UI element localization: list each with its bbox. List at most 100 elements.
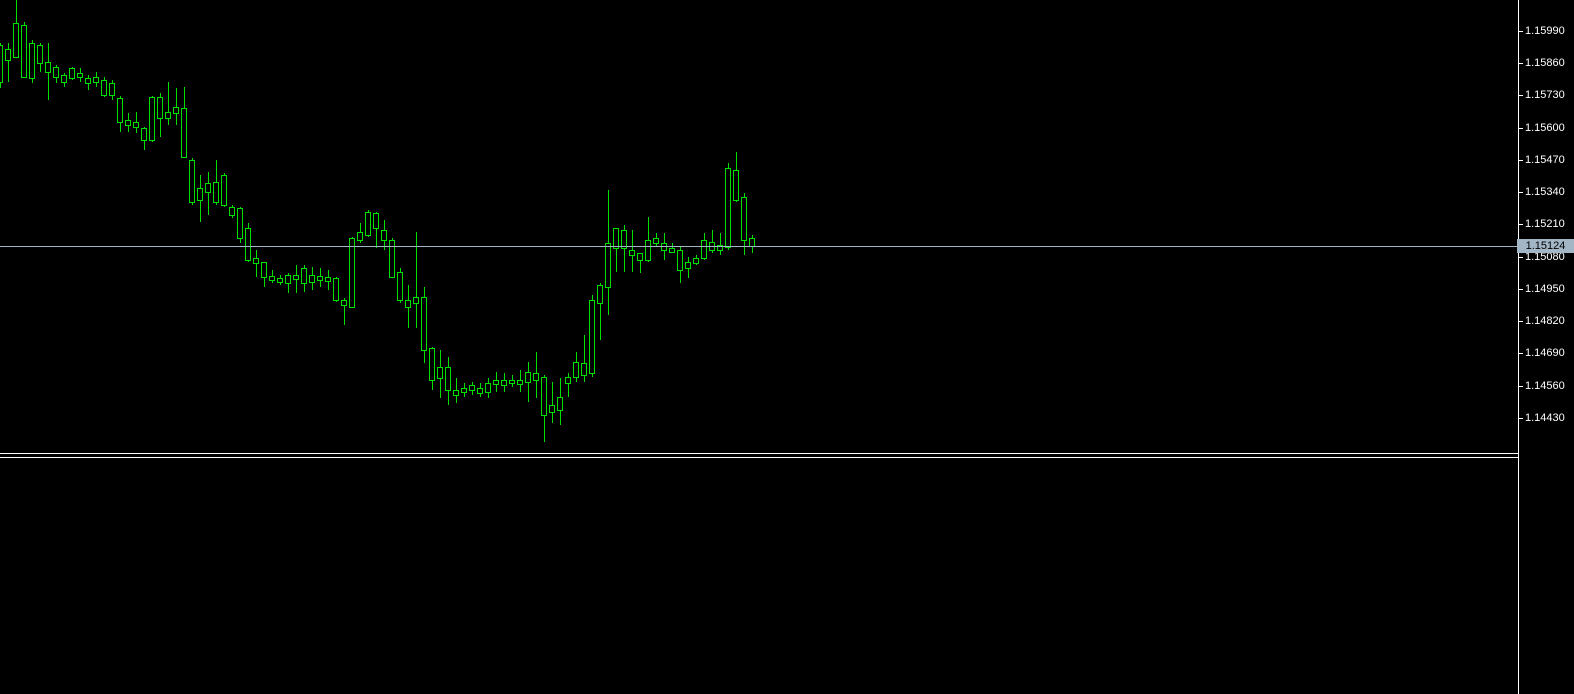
- price-axis-tick: [1518, 63, 1523, 64]
- subwindow-top-border: [0, 457, 1519, 458]
- candle: [749, 235, 755, 253]
- candle: [141, 127, 147, 150]
- candle: [637, 253, 643, 273]
- candle: [597, 283, 603, 340]
- candle: [237, 207, 243, 243]
- candle: [277, 275, 283, 285]
- candle: [149, 96, 155, 142]
- candle: [325, 270, 331, 290]
- candle: [341, 298, 347, 325]
- candle: [565, 373, 571, 397]
- price-axis-tick: [1518, 192, 1523, 193]
- price-scale-axis[interactable]: 1.15990 1.15860 1.15730 1.15600 1.15470 1.153…: [1517, 0, 1574, 694]
- candle: [165, 82, 171, 125]
- price-axis-tick: [1518, 289, 1523, 290]
- price-axis-tick: [1518, 128, 1523, 129]
- candle: [485, 378, 491, 398]
- candle: [365, 210, 371, 237]
- candle: [101, 77, 107, 97]
- price-axis-tick: [1518, 31, 1523, 32]
- candle: [333, 277, 339, 302]
- candle: [125, 113, 131, 132]
- candle: [21, 22, 27, 78]
- candle: [453, 378, 459, 403]
- candle: [69, 67, 75, 80]
- candle: [0, 43, 3, 88]
- candle: [421, 287, 427, 363]
- candle: [37, 43, 43, 72]
- candle: [437, 350, 443, 398]
- candle: [581, 335, 587, 382]
- candle: [133, 112, 139, 133]
- candle: [557, 378, 563, 425]
- candle: [301, 265, 307, 292]
- price-axis-tick: [1518, 224, 1523, 225]
- candle: [445, 357, 451, 405]
- candle: [725, 163, 731, 250]
- candle: [93, 72, 99, 87]
- candle: [741, 193, 747, 255]
- candle: [77, 68, 83, 82]
- candle: [613, 228, 619, 272]
- price-axis-label: 1.15860: [1525, 57, 1565, 69]
- candle: [357, 223, 363, 243]
- candle: [381, 220, 387, 250]
- candle: [405, 285, 411, 328]
- price-axis-tick: [1518, 160, 1523, 161]
- candle: [45, 43, 51, 100]
- candle: [157, 93, 163, 137]
- price-axis-label: 1.15730: [1525, 89, 1565, 101]
- candle: [709, 230, 715, 253]
- indicator-subwindow[interactable]: [0, 458, 1518, 694]
- candle: [109, 80, 115, 100]
- candle: [181, 87, 187, 158]
- candlestick-chart: [0, 0, 755, 442]
- candle: [589, 295, 595, 377]
- candle: [229, 205, 235, 218]
- price-axis-label: 1.15340: [1525, 186, 1565, 198]
- price-axis-tick: [1518, 418, 1523, 419]
- candle: [309, 267, 315, 290]
- price-axis-label: 1.14560: [1525, 380, 1565, 392]
- candle: [269, 270, 275, 283]
- candle: [245, 223, 251, 262]
- candle: [85, 75, 91, 90]
- price-axis-label: 1.14690: [1525, 347, 1565, 359]
- candle: [533, 352, 539, 398]
- current-price-line: [0, 246, 1518, 247]
- candle: [373, 212, 379, 248]
- pane-separator[interactable]: [0, 453, 1519, 454]
- candle: [733, 152, 739, 202]
- current-price-value: 1.15124: [1525, 240, 1566, 252]
- price-axis-tick: [1518, 353, 1523, 354]
- current-price-tag: 1.15124: [1517, 239, 1574, 253]
- candle: [477, 383, 483, 397]
- candle: [693, 255, 699, 265]
- price-axis-label: 1.14950: [1525, 283, 1565, 295]
- candle: [669, 243, 675, 253]
- price-axis-label: 1.15470: [1525, 154, 1565, 166]
- candle: [13, 0, 19, 58]
- candle: [653, 233, 659, 247]
- price-axis-label: 1.15600: [1525, 122, 1565, 134]
- candle: [221, 173, 227, 207]
- candle: [261, 262, 267, 287]
- main-chart-pane[interactable]: [0, 0, 1518, 453]
- candle: [541, 375, 547, 442]
- candle: [205, 172, 211, 215]
- candle: [5, 43, 11, 82]
- price-axis-tick: [1518, 257, 1523, 258]
- price-axis-label: 1.15210: [1525, 218, 1565, 230]
- price-axis-line: [1518, 0, 1519, 694]
- candle: [197, 175, 203, 222]
- candle: [509, 375, 515, 387]
- candle: [397, 268, 403, 303]
- candle: [717, 233, 723, 255]
- candle: [61, 73, 67, 87]
- candle: [429, 347, 435, 390]
- price-axis-label: 1.15080: [1525, 251, 1565, 263]
- candle: [53, 65, 59, 83]
- candle: [189, 158, 195, 205]
- candle: [413, 232, 419, 328]
